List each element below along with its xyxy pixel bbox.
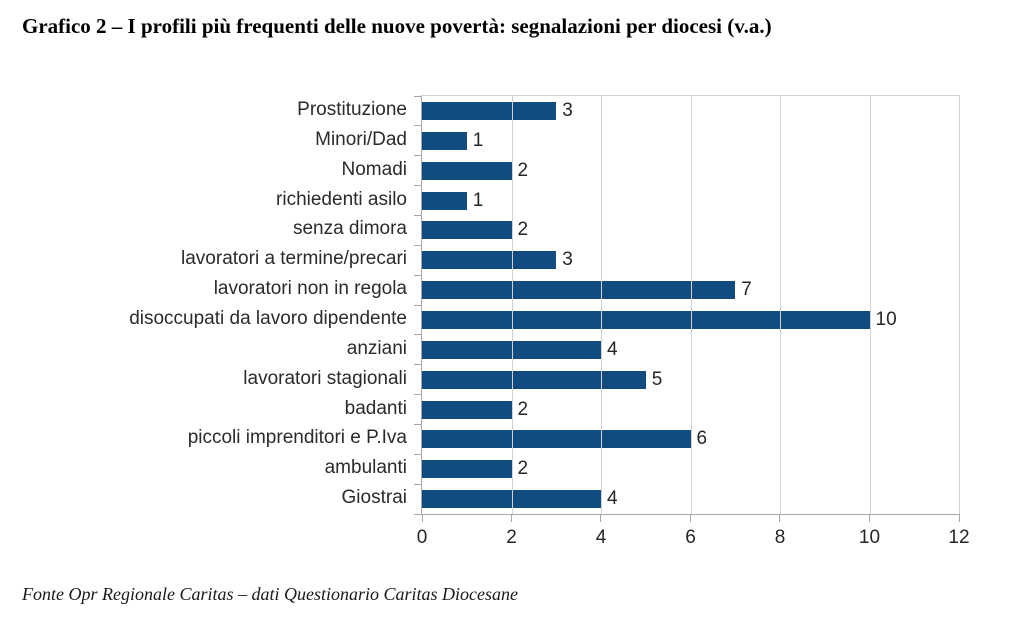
y-axis-tick xyxy=(414,304,422,306)
gridline xyxy=(511,96,513,514)
value-label: 3 xyxy=(562,99,573,121)
x-axis-tick xyxy=(869,514,870,522)
bar-row: 5 xyxy=(422,365,959,395)
category-label: piccoli imprenditori e P.Iva xyxy=(187,427,407,449)
y-axis-tick xyxy=(414,453,422,455)
chart-title: Grafico 2 – I profili più frequenti dell… xyxy=(22,14,772,38)
category-axis-labels: Prostituzione Minori/Dad Nomadi richiedenti… xyxy=(0,95,414,513)
x-axis-tick-label: 12 xyxy=(948,527,970,548)
gridline xyxy=(601,96,602,514)
category-label: richiedenti asilo xyxy=(276,188,407,210)
bar xyxy=(422,161,512,180)
y-axis-tick xyxy=(414,214,422,216)
value-label: 2 xyxy=(517,458,529,480)
bar-row: 7 xyxy=(422,275,959,305)
x-axis-tick xyxy=(510,514,512,522)
bar xyxy=(422,221,512,240)
source-note: Fonte Opr Regionale Caritas – dati Quest… xyxy=(22,584,518,604)
bar-row: 2 xyxy=(422,454,959,484)
y-axis-tick xyxy=(414,334,422,336)
bar-row: 10 xyxy=(422,305,959,335)
bar xyxy=(422,400,512,419)
x-axis-tick xyxy=(421,514,423,522)
category-label: Prostituzione xyxy=(297,98,407,120)
value-label: 7 xyxy=(741,279,752,301)
value-label: 5 xyxy=(651,368,663,390)
gridline xyxy=(869,96,871,514)
value-label: 10 xyxy=(875,308,897,330)
x-axis-tick xyxy=(958,514,960,522)
x-axis-tick-label: 6 xyxy=(685,527,696,548)
bar-row: 2 xyxy=(422,156,959,186)
category-label: Minori/Dad xyxy=(315,128,407,150)
bar-row: 3 xyxy=(422,245,959,275)
bar xyxy=(422,281,736,300)
bar xyxy=(422,370,646,389)
y-axis-tick xyxy=(414,155,422,157)
x-axis-tick xyxy=(600,514,602,522)
x-axis-tick xyxy=(690,514,691,522)
bar xyxy=(422,101,557,120)
y-axis-tick xyxy=(414,244,422,246)
y-axis-tick xyxy=(414,364,422,366)
x-axis-tick-label: 8 xyxy=(774,527,786,548)
category-label: ambulanti xyxy=(324,457,407,479)
bar-row: 1 xyxy=(422,186,959,216)
x-axis-tick-label: 2 xyxy=(506,527,517,548)
plot-area: 3 1 2 1 2 3 7 10 4 5 2 6 2 4 0 2 4 6 8 10 12 xyxy=(414,95,970,548)
value-label: 4 xyxy=(606,338,618,360)
category-label: Giostrai xyxy=(341,487,407,509)
value-label: 4 xyxy=(606,488,618,510)
bar xyxy=(422,430,691,449)
value-label: 3 xyxy=(562,249,573,271)
category-label: disoccupati da lavoro dipendente xyxy=(129,307,407,329)
bar xyxy=(422,310,870,329)
y-axis-tick xyxy=(414,125,422,127)
value-label: 2 xyxy=(517,159,529,181)
x-axis-tick xyxy=(779,514,781,522)
x-axis-tick-label: 4 xyxy=(595,527,607,548)
x-axis-tick-label: 0 xyxy=(416,527,428,548)
bar-row: 6 xyxy=(422,424,959,454)
y-axis-tick xyxy=(414,274,422,276)
bar xyxy=(422,251,557,270)
category-label: lavoratori non in regola xyxy=(213,278,407,300)
value-label: 1 xyxy=(472,129,484,151)
y-axis-tick xyxy=(414,513,422,515)
bar-row: 3 xyxy=(422,96,959,126)
bar-row: 1 xyxy=(422,126,959,156)
value-label: 6 xyxy=(696,428,708,450)
y-axis-tick xyxy=(414,185,422,187)
bar xyxy=(422,191,467,210)
y-axis-tick xyxy=(414,423,422,425)
category-label: senza dimora xyxy=(292,218,407,240)
category-label: lavoratori stagionali xyxy=(243,367,407,389)
category-label: lavoratori a termine/precari xyxy=(181,248,407,270)
gridline xyxy=(690,96,692,514)
category-label: anziani xyxy=(346,337,407,359)
category-label: Nomadi xyxy=(341,158,407,180)
value-label: 2 xyxy=(517,219,529,241)
y-axis-tick xyxy=(414,394,422,396)
y-axis-tick xyxy=(414,483,422,485)
bar xyxy=(422,460,512,479)
bar-row: 2 xyxy=(422,395,959,425)
bar-row: 2 xyxy=(422,215,959,245)
category-label: badanti xyxy=(344,397,407,419)
y-axis-tick xyxy=(414,95,422,97)
value-label: 2 xyxy=(517,398,529,420)
x-axis-tick-label: 10 xyxy=(858,527,881,548)
gridline xyxy=(780,96,781,514)
bar xyxy=(422,131,467,150)
value-label: 1 xyxy=(472,189,484,211)
